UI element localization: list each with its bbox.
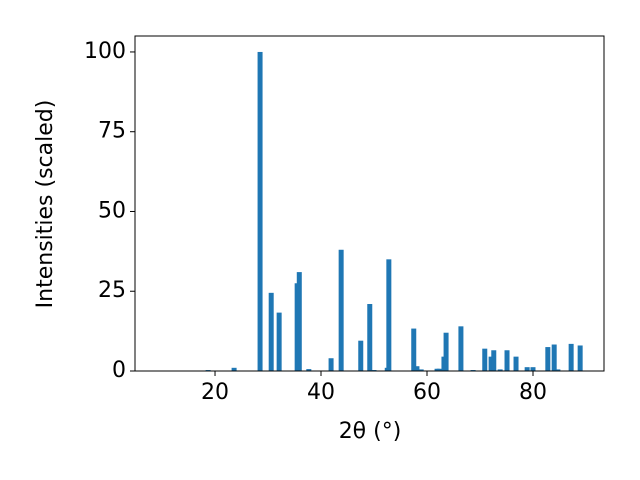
- bar: [458, 326, 464, 371]
- y-axis-label: Intensities (scaled): [33, 100, 58, 309]
- bar: [504, 350, 510, 371]
- bar: [577, 345, 583, 371]
- bar: [257, 51, 263, 371]
- x-tick-label: 20: [201, 380, 229, 405]
- bar: [306, 369, 312, 371]
- bar: [296, 272, 302, 371]
- bar: [328, 358, 334, 371]
- y-tick-label: 50: [98, 198, 126, 223]
- bar: [513, 356, 519, 371]
- x-axis-label: 2θ (°): [339, 419, 402, 444]
- x-tick-label: 80: [519, 380, 547, 405]
- bar: [530, 367, 536, 371]
- bar: [568, 343, 574, 371]
- bar: [436, 368, 442, 371]
- bar: [524, 367, 530, 371]
- x-tick-label: 40: [307, 380, 335, 405]
- bar: [338, 249, 344, 371]
- bar: [545, 347, 551, 371]
- bar: [551, 344, 557, 371]
- bar: [358, 340, 364, 371]
- bar: [414, 366, 420, 371]
- plot-frame: [134, 35, 605, 372]
- bar: [488, 356, 494, 371]
- bar: [367, 304, 373, 371]
- bar: [386, 259, 392, 371]
- bar: [268, 292, 274, 371]
- y-tick-label: 75: [98, 119, 126, 144]
- bar: [411, 328, 417, 371]
- y-tick-label: 25: [98, 278, 126, 303]
- bar: [555, 369, 561, 371]
- bar: [497, 369, 503, 371]
- bar: [418, 369, 424, 371]
- x-tick-label: 60: [413, 380, 441, 405]
- bar: [482, 348, 488, 371]
- bar: [491, 350, 497, 371]
- bar: [443, 332, 449, 371]
- y-tick-label: 100: [84, 39, 126, 64]
- y-tick-label: 0: [112, 358, 126, 383]
- bar: [276, 312, 282, 371]
- bar: [231, 367, 237, 371]
